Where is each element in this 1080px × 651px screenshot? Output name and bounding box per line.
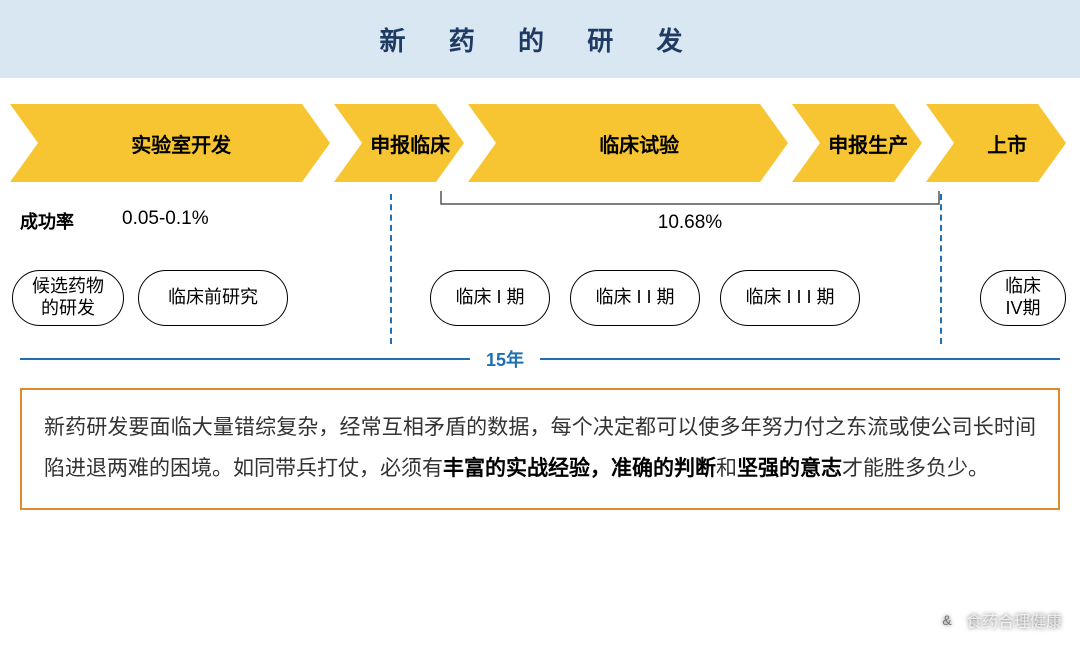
phase-divider-0 bbox=[390, 194, 392, 344]
success-rate-label: 成功率 bbox=[20, 208, 74, 234]
phase-pill-4: 临床 I I I 期 bbox=[720, 270, 860, 326]
watermark: & 食药合理健康 bbox=[934, 607, 1062, 633]
wechat-icon: & bbox=[934, 607, 960, 633]
phase-pill-5: 临床 IV期 bbox=[980, 270, 1066, 326]
para-text-3: 才能胜多负少。 bbox=[842, 457, 989, 480]
timeline-row: 15年 bbox=[0, 344, 1080, 374]
process-chevron-4 bbox=[926, 104, 1066, 182]
success-rate-row: 成功率 0.05-0.1% 10.68% bbox=[0, 190, 1080, 250]
timeline-label: 15年 bbox=[478, 346, 532, 372]
phase-pill-row: 候选药物 的研发临床前研究 临床 I 期临床 I I 期临床 I I I 期 临床 … bbox=[0, 264, 1080, 334]
phase-pill-1: 临床前研究 bbox=[138, 270, 288, 326]
para-bold-2: 坚强的意志 bbox=[737, 457, 842, 480]
process-chevron-2 bbox=[468, 104, 788, 182]
process-chevron-0 bbox=[10, 104, 330, 182]
process-chevron-1 bbox=[334, 104, 464, 182]
page-title: 新 药 的 研 发 bbox=[380, 21, 701, 58]
process-chevron-row: 实验室开发申报临床临床试验申报生产上市 bbox=[0, 104, 1080, 182]
para-text-2: 和 bbox=[716, 457, 737, 480]
success-rate-value-2: 10.68% bbox=[440, 212, 940, 234]
phase-pill-3: 临床 I I 期 bbox=[570, 270, 700, 326]
process-chevron-3 bbox=[792, 104, 922, 182]
header-band: 新 药 的 研 发 bbox=[0, 0, 1080, 78]
timeline-line-right bbox=[540, 358, 1060, 360]
success-rate-bracket bbox=[440, 190, 940, 208]
phase-divider-1 bbox=[940, 194, 942, 344]
phase-pill-2: 临床 I 期 bbox=[430, 270, 550, 326]
watermark-text: 食药合理健康 bbox=[966, 608, 1062, 632]
summary-paragraph: 新药研发要面临大量错综复杂，经常互相矛盾的数据，每个决定都可以使多年努力付之东流… bbox=[20, 388, 1060, 510]
success-rate-value-1: 0.05-0.1% bbox=[122, 208, 209, 230]
phase-pill-0: 候选药物 的研发 bbox=[12, 270, 124, 326]
timeline-line-left bbox=[20, 358, 470, 360]
para-bold-1: 丰富的实战经验，准确的判断 bbox=[443, 457, 716, 480]
